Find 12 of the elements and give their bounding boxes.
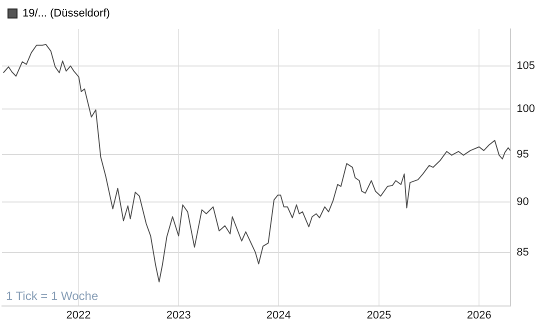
x-tick-label: 2022 bbox=[66, 309, 91, 322]
y-tick-label: 100 bbox=[516, 103, 536, 116]
x-tick-label: 2026 bbox=[466, 309, 492, 322]
x-tick-label: 2024 bbox=[266, 309, 291, 322]
x-tick-label: 2023 bbox=[166, 309, 191, 322]
y-tick-label: 95 bbox=[516, 148, 529, 160]
legend-label: 19/... (Düsseldorf) bbox=[22, 8, 110, 20]
y-tick-label: 90 bbox=[516, 196, 529, 208]
y-tick-label: 85 bbox=[516, 246, 529, 258]
annotation: 1 Tick = 1 Woche bbox=[6, 289, 98, 304]
x-tick-label: 2025 bbox=[366, 309, 392, 322]
y-tick-label: 105 bbox=[516, 60, 536, 72]
